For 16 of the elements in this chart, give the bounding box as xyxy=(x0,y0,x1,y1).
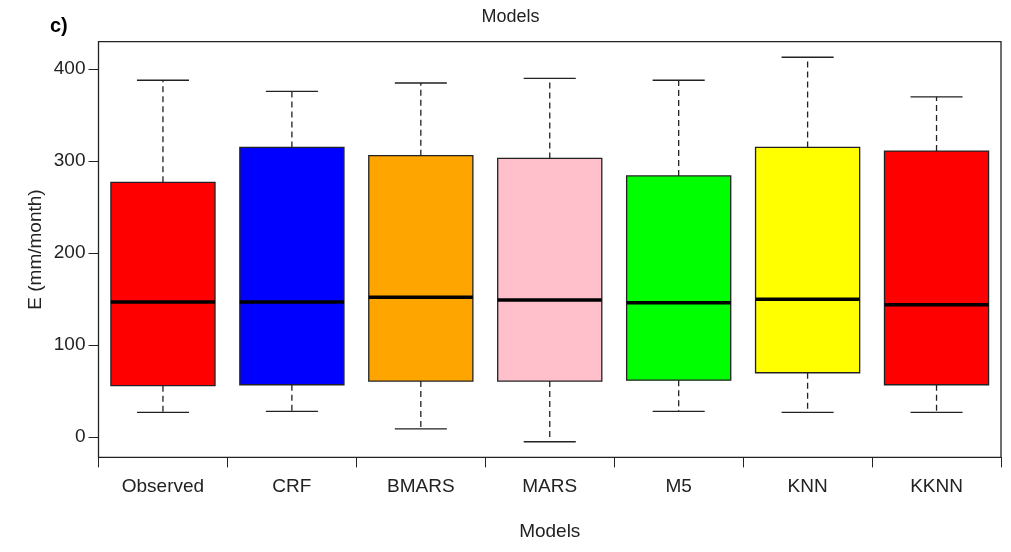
x-tick-label: KKNN xyxy=(910,475,963,497)
x-tick-label: KNN xyxy=(787,475,828,497)
x-tick-label: BMARS xyxy=(387,475,455,497)
y-tick-label: 100 xyxy=(53,333,86,355)
x-axis-title: Models xyxy=(519,519,581,541)
y-tick-label: 400 xyxy=(53,57,86,79)
text: c) xyxy=(50,13,68,36)
y-tick-label: 0 xyxy=(74,425,86,447)
chart-title: Models xyxy=(481,5,540,26)
y-axis-title: E (mm/month) xyxy=(23,189,45,310)
y-tick-label: 300 xyxy=(53,149,86,171)
x-tick-label: MARS xyxy=(522,475,578,497)
y-tick-label: 200 xyxy=(53,241,86,263)
x-tick-label: M5 xyxy=(665,475,692,497)
x-tick-label: CRF xyxy=(272,475,312,497)
x-tick-label: Observed xyxy=(121,475,205,497)
